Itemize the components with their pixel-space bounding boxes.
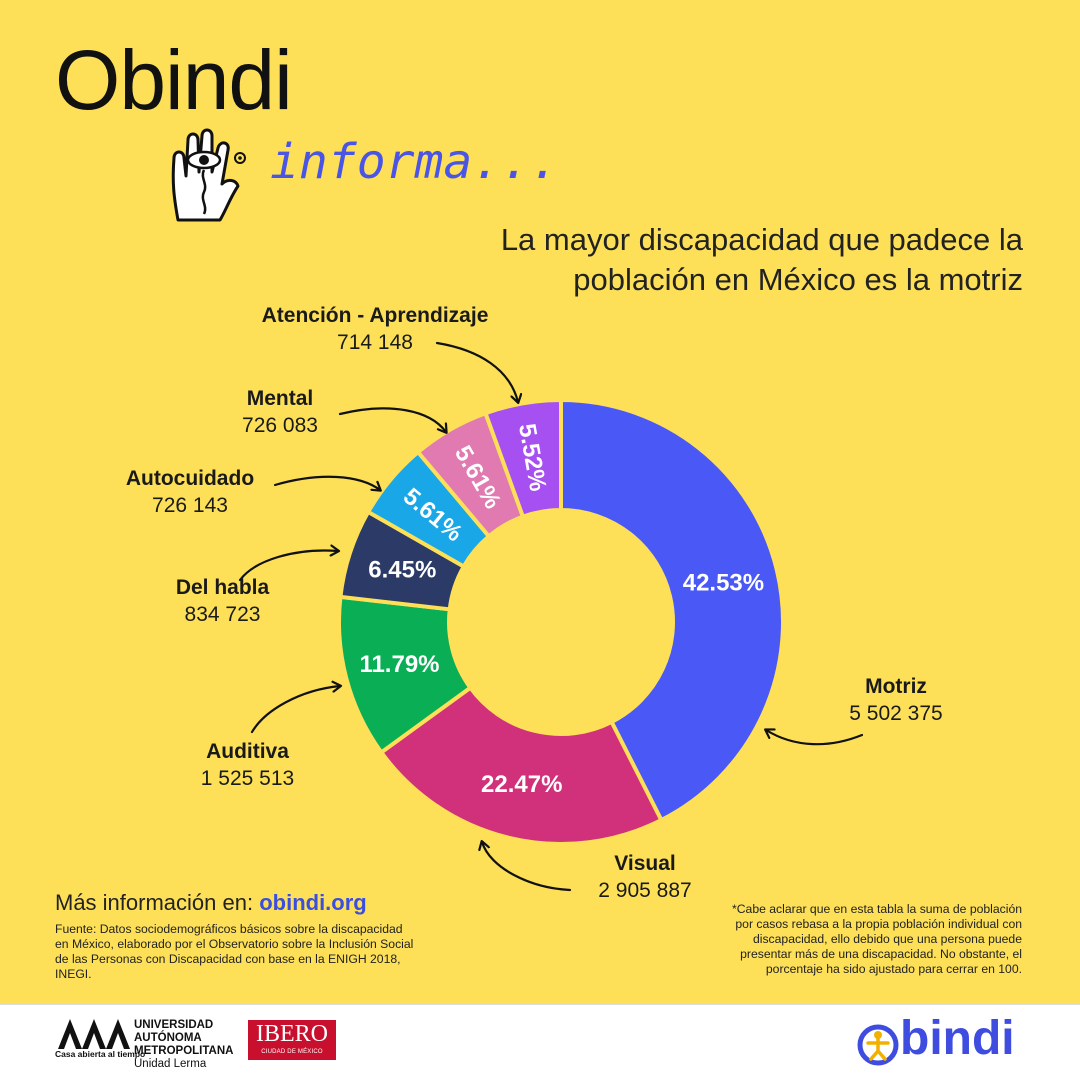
footer: UNIVERSIDAD AUTÓNOMA METROPOLITANA Unida… <box>0 1004 1080 1082</box>
label-mental: Mental 726 083 <box>215 385 345 439</box>
label-visual: Visual 2 905 887 <box>575 850 715 904</box>
arrow-auditiva <box>250 686 340 734</box>
label-motriz: Motriz 5 502 375 <box>826 673 966 727</box>
obindi-wordmark: bindi <box>900 1012 1015 1065</box>
uam-line-3: METROPOLITANA <box>134 1045 234 1057</box>
headline-line-2: población en México es la motriz <box>573 262 1023 297</box>
label-mental-name: Mental <box>246 387 314 410</box>
label-mental-count: 726 083 <box>242 414 318 437</box>
ibero-logo: IBERO CIUDAD DE MÉXICO <box>248 1020 336 1060</box>
footnote: *Cabe aclarar que en esta tabla la suma … <box>732 902 1022 976</box>
hand-eye-icon <box>171 128 246 222</box>
label-habla: Del habla 834 723 <box>155 574 290 628</box>
label-auditiva: Auditiva 1 525 513 <box>180 738 315 792</box>
slice-label-0: 42.53% <box>683 570 764 597</box>
arrow-mental <box>338 407 446 432</box>
ibero-sub: CIUDAD DE MÉXICO <box>261 1049 323 1055</box>
uam-name: UNIVERSIDAD AUTÓNOMA METROPOLITANA Unida… <box>134 1019 233 1071</box>
arrow-autocuidado <box>273 475 380 490</box>
obindi-link[interactable]: obindi.org <box>259 890 367 915</box>
arrow-motriz <box>766 730 864 746</box>
label-atencion: Atención - Aprendizaje 714 148 <box>235 302 515 356</box>
label-habla-name: Del habla <box>175 576 270 599</box>
headline: La mayor discapacidad que padece la pobl… <box>383 220 1023 300</box>
label-motriz-name: Motriz <box>865 675 927 698</box>
slice-label-2: 11.79% <box>359 651 439 678</box>
source-note: Fuente: Datos sociodemográficos básicos … <box>55 922 414 981</box>
uam-line-4: Unidad Lerma <box>134 1058 207 1070</box>
label-autocuidado: Autocuidado 726 143 <box>110 465 270 519</box>
ibero-name: IBERO <box>256 1021 328 1047</box>
label-autocuidado-count: 726 143 <box>152 494 228 517</box>
label-autocuidado-name: Autocuidado <box>125 467 255 490</box>
more-info: Más información en: obindi.org <box>55 890 367 916</box>
uam-logo-icon <box>58 1019 130 1049</box>
uam-tagline: Casa abierta al tiempo <box>55 1049 146 1059</box>
slice-visual <box>378 684 664 846</box>
uam-line-2: AUTÓNOMA <box>134 1032 202 1044</box>
slice-motriz <box>559 397 785 823</box>
arrow-atencion <box>435 341 518 402</box>
more-info-prefix: Más información en: <box>55 890 260 915</box>
uam-line-1: UNIVERSIDAD <box>134 1019 214 1031</box>
label-atencion-name: Atención - Aprendizaje <box>261 304 489 327</box>
brand-title: Obindi <box>55 33 293 127</box>
label-habla-count: 834 723 <box>184 603 261 626</box>
slice-atenci-n-aprendizaje <box>482 397 563 520</box>
label-auditiva-count: 1 525 513 <box>200 767 295 790</box>
slice-label-3: 6.45% <box>368 557 436 584</box>
obindi-logo-icon <box>857 1024 899 1066</box>
label-auditiva-name: Auditiva <box>206 740 289 763</box>
label-visual-count: 2 905 887 <box>598 879 692 902</box>
arrow-visual <box>482 842 572 892</box>
label-motriz-count: 5 502 375 <box>849 702 943 725</box>
brand-subtitle: informa... <box>270 134 559 190</box>
donut-chart: 42.53%22.47%11.79%6.45%5.61%5.61% 5.52% <box>238 341 864 892</box>
label-atencion-count: 714 148 <box>337 331 413 354</box>
headline-line-1: La mayor discapacidad que padece la <box>500 222 1023 257</box>
arrow-habla <box>238 551 338 582</box>
slice-label-1: 22.47% <box>481 771 562 798</box>
label-visual-name: Visual <box>614 852 676 875</box>
